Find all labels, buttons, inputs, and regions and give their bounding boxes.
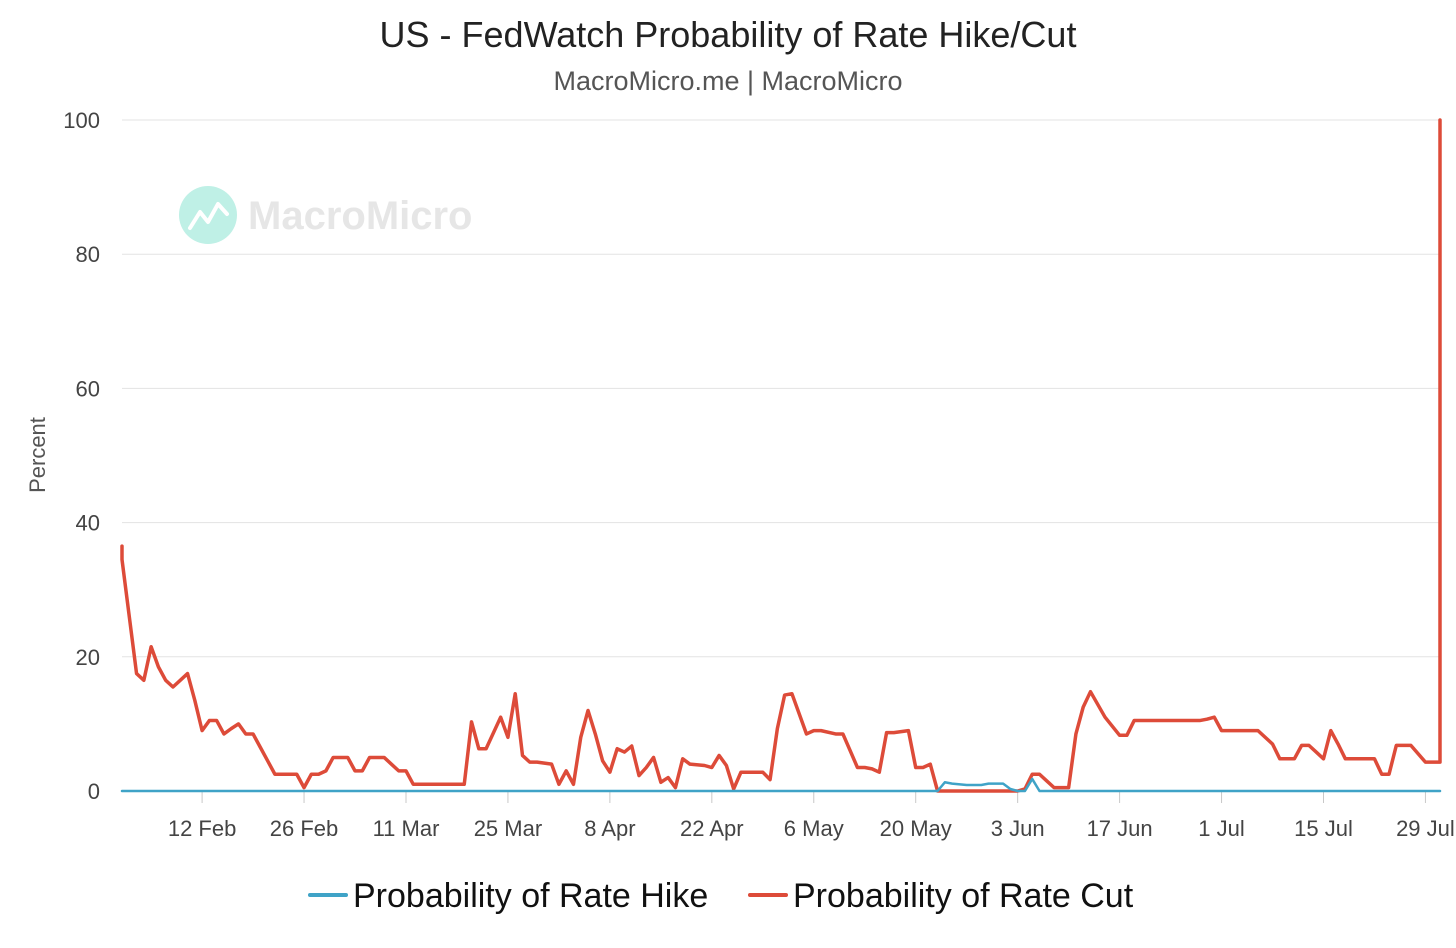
x-tick-label: 12 Feb [168, 816, 237, 841]
y-axis-ticks: 0 20 40 60 80 100 [63, 108, 100, 804]
x-tick-label: 6 May [784, 816, 844, 841]
watermark-logo-icon [179, 186, 237, 244]
x-axis-ticks: 12 Feb 26 Feb 11 Mar 25 Mar 8 Apr 22 Apr 6 May… [168, 791, 1455, 841]
y-tick-label: 100 [63, 108, 100, 133]
watermark: MacroMicro [179, 186, 473, 244]
x-tick-label: 25 Mar [474, 816, 542, 841]
x-tick-label: 15 Jul [1294, 816, 1353, 841]
x-tick-label: 17 Jun [1087, 816, 1153, 841]
legend[interactable]: Probability of Rate Hike Probability of R… [308, 877, 1134, 915]
y-tick-label: 60 [76, 376, 100, 401]
x-tick-label: 20 May [880, 816, 952, 841]
series-lines [120, 118, 1442, 793]
series-line-rate-cut [120, 118, 1442, 793]
legend-label: Probability of Rate Cut [793, 877, 1134, 915]
x-tick-label: 3 Jun [991, 816, 1045, 841]
chart-title: US - FedWatch Probability of Rate Hike/C… [380, 14, 1077, 55]
x-tick-label: 26 Feb [270, 816, 339, 841]
gridlines [122, 119, 1440, 658]
x-tick-label: 29 Jul [1396, 816, 1455, 841]
x-tick-label: 1 Jul [1198, 816, 1244, 841]
x-tick-label: 11 Mar [373, 816, 440, 841]
y-tick-label: 40 [76, 511, 100, 536]
y-axis-label: Percent [25, 417, 50, 493]
watermark-text: MacroMicro [248, 194, 473, 238]
legend-item-rate-cut[interactable]: Probability of Rate Cut [748, 877, 1134, 915]
chart-subtitle: MacroMicro.me | MacroMicro [553, 66, 902, 96]
series-line-rate-hike [120, 777, 1442, 793]
y-tick-label: 0 [88, 779, 100, 804]
legend-label: Probability of Rate Hike [353, 877, 708, 915]
x-tick-label: 22 Apr [680, 816, 744, 841]
legend-item-rate-hike[interactable]: Probability of Rate Hike [308, 877, 708, 915]
y-tick-label: 80 [76, 242, 100, 267]
y-tick-label: 20 [76, 645, 100, 670]
x-tick-label: 8 Apr [584, 816, 635, 841]
